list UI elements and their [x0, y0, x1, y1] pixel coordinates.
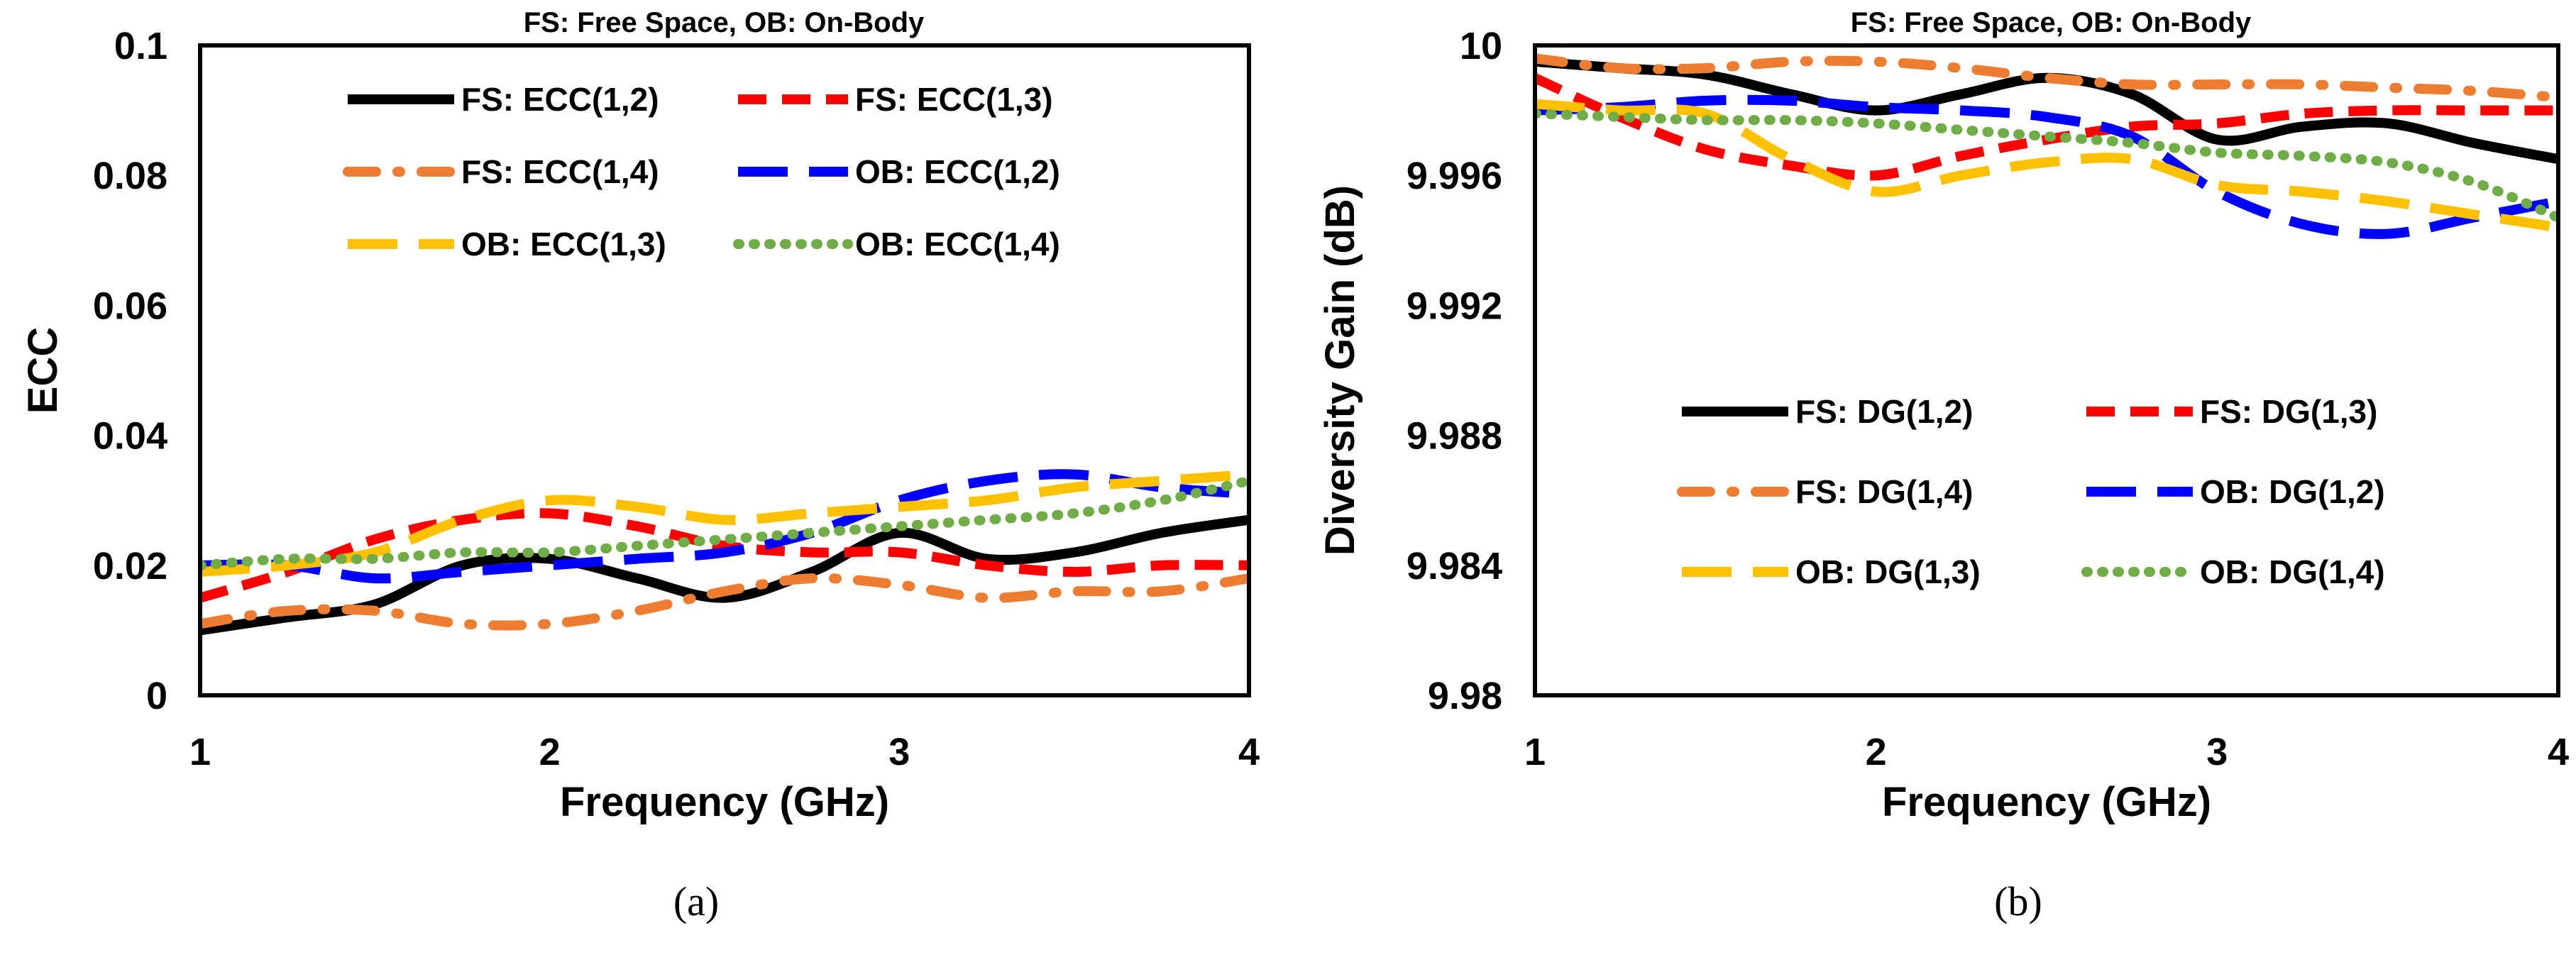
y-tick-label: 0.04 [93, 415, 167, 458]
series-line [1535, 94, 2558, 239]
x-axis-label: Frequency (GHz) [560, 779, 889, 825]
x-tick-label: 2 [539, 731, 561, 773]
figure-caption: (b) [1994, 878, 2042, 924]
series-line [200, 469, 1249, 584]
x-tick-label: 4 [1238, 731, 1260, 773]
y-tick-label: 9.996 [1407, 155, 1502, 197]
legend-entry: OB: ECC(1,3) [461, 226, 666, 263]
series-line [200, 514, 1249, 636]
y-axis-label: ECC [20, 327, 66, 414]
legend-entry: OB: DG(1,3) [1795, 553, 1981, 590]
figure-caption: (a) [673, 878, 719, 924]
y-tick-label: 0.02 [93, 545, 167, 587]
series-group [200, 469, 1249, 636]
legend-entry: OB: ECC(1,4) [855, 226, 1060, 263]
x-tick-label: 3 [2206, 731, 2228, 773]
y-tick-label: 10 [1460, 25, 1502, 67]
legend-entry: FS: DG(1,4) [1795, 473, 1973, 510]
legend-entry: FS: ECC(1,2) [461, 81, 659, 118]
series-line [1535, 53, 2558, 103]
legend-entry: FS: DG(1,2) [1795, 393, 1973, 430]
x-tick-label: 4 [2548, 731, 2569, 773]
y-tick-label: 0.06 [93, 285, 167, 327]
legend: FS: DG(1,2) FS: DG(1,3) FS: DG(1,4) OB: DG(… [1677, 393, 2385, 590]
series-line [1535, 73, 2558, 181]
y-tick-label: 9.98 [1428, 675, 1502, 717]
legend: FS: ECC(1,2) FS: ECC(1,3) FS: ECC(1,4) OB: … [343, 81, 1060, 263]
x-tick-label: 1 [1524, 731, 1546, 773]
plot-frame [198, 43, 1251, 697]
series-line [1535, 99, 2558, 233]
chart-title: FS: Free Space, OB: On-Body [1851, 7, 2252, 38]
y-tick-label: 0 [146, 675, 167, 717]
series-group [1535, 53, 2558, 239]
x-tick-label: 3 [888, 731, 910, 773]
legend-entry: OB: DG(1,4) [2200, 553, 2385, 590]
y-tick-label: 9.988 [1407, 415, 1502, 458]
y-tick-label: 9.992 [1407, 285, 1502, 327]
chart-title: FS: Free Space, OB: On-Body [524, 7, 925, 38]
legend-entry: OB: DG(1,2) [2200, 473, 2385, 510]
legend-entry: OB: ECC(1,2) [855, 153, 1060, 190]
y-tick-label: 0.08 [93, 155, 167, 197]
series-line [200, 508, 1249, 603]
legend-entry: FS: ECC(1,3) [855, 81, 1053, 118]
x-tick-label: 2 [1866, 731, 1887, 773]
series-line [200, 573, 1249, 631]
series-line [200, 475, 1249, 570]
y-axis-label: Diversity Gain (dB) [1317, 185, 1363, 556]
legend-entry: FS: ECC(1,4) [461, 153, 659, 190]
x-axis-label: Frequency (GHz) [1882, 779, 2211, 825]
series-line [200, 469, 1249, 577]
chart-panel-a: FS: Free Space, OB: On-Body 0 0.02 0.04 0.06… [20, 7, 1260, 924]
series-line [1535, 109, 2558, 223]
y-tick-label: 0.1 [114, 25, 167, 67]
chart-panel-b: FS: Free Space, OB: On-Body 9.98 9.984 9.98… [1317, 7, 2569, 924]
plot-frame [1533, 43, 2560, 697]
x-tick-label: 1 [189, 731, 211, 773]
legend-entry: FS: DG(1,3) [2200, 393, 2377, 430]
y-tick-label: 9.984 [1407, 545, 1502, 587]
